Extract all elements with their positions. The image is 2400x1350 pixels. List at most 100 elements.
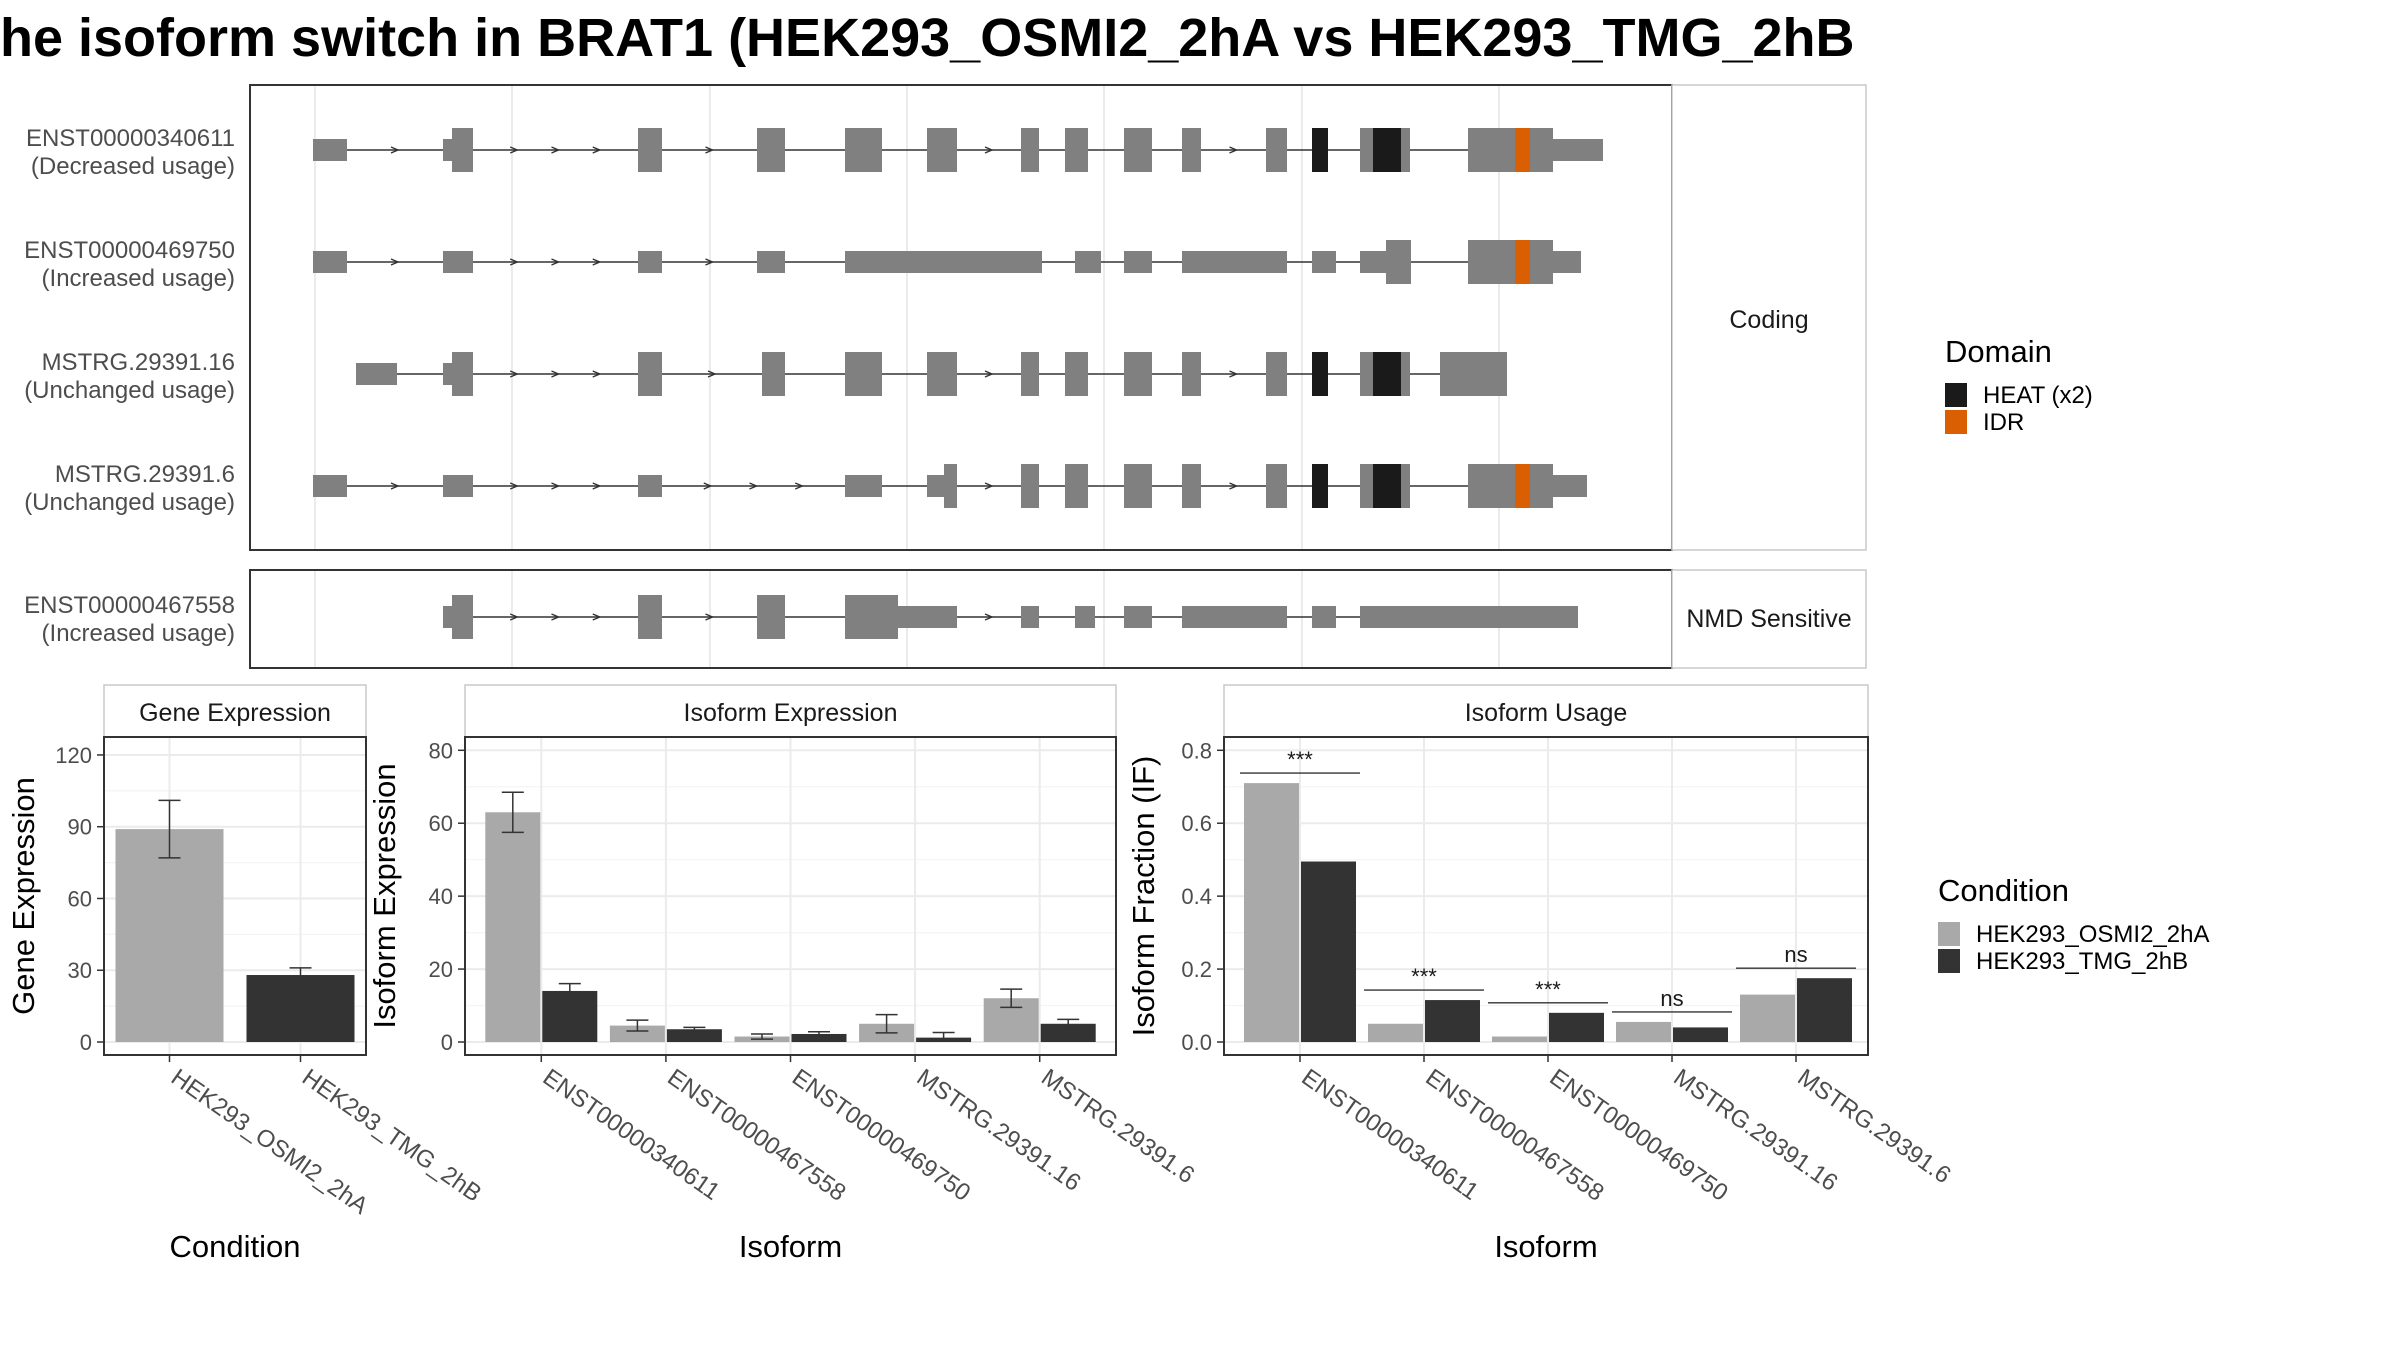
direction-arrow bbox=[390, 482, 400, 490]
transcript-usage-label: (Increased usage) bbox=[42, 265, 235, 292]
exon bbox=[1401, 352, 1410, 396]
direction-arrow bbox=[984, 370, 994, 378]
bar bbox=[1492, 1036, 1547, 1042]
exon bbox=[638, 595, 662, 639]
direction-arrow bbox=[1229, 482, 1239, 490]
bar bbox=[1797, 978, 1852, 1042]
y-tick-label: 90 bbox=[68, 815, 92, 840]
exon bbox=[762, 352, 785, 396]
domain-segment bbox=[1515, 128, 1530, 172]
y-tick-label: 40 bbox=[429, 884, 453, 909]
condition-legend-key bbox=[1938, 949, 1960, 973]
domain-legend-label: HEAT (x2) bbox=[1983, 382, 2093, 409]
direction-arrow bbox=[390, 146, 400, 154]
y-tick-label: 20 bbox=[429, 957, 453, 982]
direction-arrow bbox=[551, 370, 561, 378]
exon bbox=[1075, 251, 1101, 273]
bar bbox=[1301, 861, 1356, 1042]
direction-arrow bbox=[551, 258, 561, 266]
exon bbox=[1530, 464, 1553, 508]
direction-arrow bbox=[592, 482, 602, 490]
exon bbox=[1065, 352, 1088, 396]
exon bbox=[1124, 464, 1152, 508]
direction-arrow bbox=[592, 146, 602, 154]
exon bbox=[1401, 464, 1410, 508]
exon bbox=[638, 475, 662, 497]
chart-strip bbox=[103, 684, 367, 738]
exon bbox=[1182, 251, 1287, 273]
y-tick-label: 120 bbox=[55, 743, 92, 768]
direction-arrow bbox=[592, 613, 602, 621]
direction-arrow bbox=[592, 370, 602, 378]
exon bbox=[313, 251, 347, 273]
y-tick-label: 0.0 bbox=[1181, 1030, 1212, 1055]
x-axis-title: Condition bbox=[170, 1229, 301, 1264]
bar bbox=[791, 1033, 847, 1042]
condition-legend-label: HEK293_OSMI2_2hA bbox=[1976, 921, 2209, 948]
domain-segment bbox=[1515, 464, 1530, 508]
y-tick-label: 0.4 bbox=[1181, 884, 1212, 909]
bar bbox=[1368, 1023, 1423, 1042]
direction-arrow bbox=[1229, 146, 1239, 154]
bar bbox=[1425, 1000, 1480, 1042]
direction-arrow bbox=[390, 258, 400, 266]
exon bbox=[1468, 128, 1515, 172]
exon bbox=[1124, 606, 1152, 628]
direction-arrow bbox=[509, 258, 520, 266]
exon bbox=[1530, 240, 1553, 284]
exon bbox=[1360, 606, 1578, 628]
figure-title: he isoform switch in BRAT1 (HEK293_OSMI2… bbox=[0, 8, 1855, 68]
direction-arrow bbox=[509, 482, 520, 490]
domain-segment bbox=[1312, 464, 1328, 508]
y-axis-title: Isoform Fraction (IF) bbox=[1126, 756, 1161, 1037]
bar bbox=[115, 829, 224, 1042]
transcript-usage-label: (Increased usage) bbox=[42, 620, 235, 647]
exon bbox=[1312, 606, 1336, 628]
bar bbox=[542, 990, 598, 1042]
direction-arrow bbox=[509, 146, 520, 154]
exon bbox=[1124, 352, 1152, 396]
plot-border bbox=[1223, 736, 1869, 1056]
exon bbox=[845, 595, 898, 639]
direction-arrow bbox=[705, 258, 715, 266]
y-axis-title: Isoform Expression bbox=[367, 763, 402, 1028]
direction-arrow bbox=[551, 146, 561, 154]
exon bbox=[1360, 128, 1373, 172]
domain-legend-label: IDR bbox=[1983, 409, 2024, 436]
exon bbox=[452, 352, 473, 396]
exon bbox=[944, 464, 957, 508]
transcript-usage-label: (Decreased usage) bbox=[31, 153, 235, 180]
condition-legend-key bbox=[1938, 922, 1960, 946]
facet-label-coding: Coding bbox=[1729, 306, 1808, 334]
exon bbox=[638, 352, 662, 396]
direction-arrow bbox=[1229, 370, 1239, 378]
condition-legend-label: HEK293_TMG_2hB bbox=[1976, 948, 2188, 975]
y-tick-label: 0.6 bbox=[1181, 811, 1212, 836]
direction-arrow bbox=[703, 482, 713, 490]
domain-segment bbox=[1373, 464, 1401, 508]
domain-segment bbox=[1312, 128, 1328, 172]
exon bbox=[1124, 251, 1152, 273]
direction-arrow bbox=[705, 146, 715, 154]
domain-segment bbox=[1312, 352, 1328, 396]
exon bbox=[638, 251, 662, 273]
chart-strip-title: Gene Expression bbox=[139, 699, 331, 727]
exon bbox=[1182, 352, 1201, 396]
y-tick-label: 60 bbox=[68, 886, 92, 911]
chart-panel: Isoform ExpressionENST00000340611ENST000… bbox=[367, 684, 1199, 1264]
exon bbox=[1182, 606, 1287, 628]
exon bbox=[757, 595, 785, 639]
y-tick-label: 0.8 bbox=[1181, 738, 1212, 763]
significance-label: ns bbox=[1660, 986, 1683, 1011]
exon bbox=[443, 251, 473, 273]
direction-arrow bbox=[794, 482, 805, 490]
exon bbox=[927, 352, 957, 396]
exon bbox=[443, 606, 452, 628]
exon bbox=[443, 363, 452, 385]
bar bbox=[1740, 994, 1795, 1042]
direction-arrow bbox=[749, 482, 759, 490]
y-tick-label: 0 bbox=[441, 1030, 453, 1055]
exon bbox=[1021, 128, 1039, 172]
y-tick-label: 60 bbox=[429, 811, 453, 836]
